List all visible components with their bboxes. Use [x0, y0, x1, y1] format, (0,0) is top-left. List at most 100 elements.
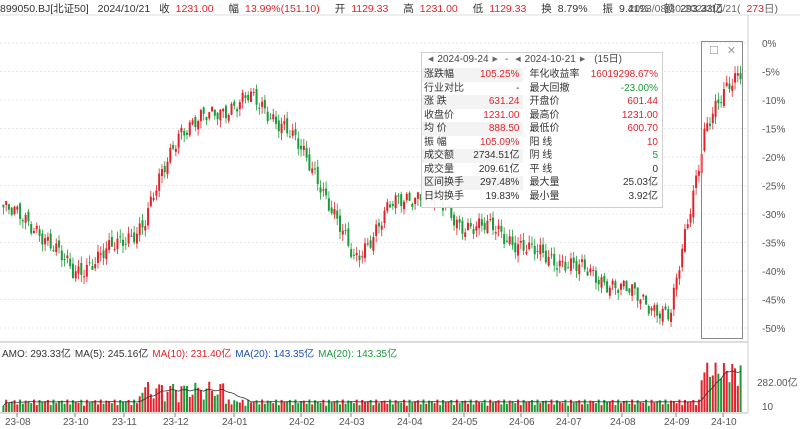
volume-bar	[249, 402, 252, 412]
volume-bar	[453, 405, 456, 412]
range-suffix: 日)	[764, 3, 778, 15]
stats-value: 600.70	[627, 123, 658, 135]
stats-value: 3.92亿	[628, 190, 658, 202]
volume-bar	[149, 394, 152, 412]
candle-body	[158, 173, 161, 191]
date-tick-label: 23-10	[63, 417, 89, 428]
candle-body	[475, 226, 478, 231]
volume-bar	[586, 403, 589, 412]
candle-body	[238, 102, 241, 110]
candle-body	[511, 236, 514, 246]
volume-bar	[58, 401, 61, 412]
volume-bar	[191, 394, 194, 412]
volume-bar	[430, 401, 433, 412]
volume-bar	[480, 402, 483, 412]
volume-bar	[736, 385, 739, 412]
volume-bar	[169, 385, 172, 412]
index-code[interactable]: 899050.BJ[北证50]	[0, 3, 89, 15]
volume-bar	[286, 401, 289, 412]
candle-body	[683, 229, 686, 252]
volume-bar	[21, 403, 24, 412]
stats-row: 成交量 209.61亿平 线 0	[422, 163, 662, 177]
volume-bar	[110, 403, 113, 412]
candle-body	[480, 219, 483, 226]
candle-body	[169, 147, 172, 163]
volume-bar	[38, 399, 41, 412]
candle-body	[728, 83, 731, 89]
volume-bar	[700, 380, 703, 412]
volume-indicator: MA(10): 231.40亿	[152, 349, 232, 360]
end-date[interactable]: 2024-10-21	[524, 54, 576, 65]
volume-bar	[492, 402, 495, 412]
stats-label: 阴 线	[529, 150, 553, 162]
interval-selection-box[interactable]	[701, 41, 743, 339]
volume-bar	[661, 404, 664, 412]
volume-bar	[311, 404, 314, 412]
candle-body	[122, 239, 125, 246]
close-icon[interactable]: ✕	[726, 45, 737, 57]
volume-bar	[102, 403, 105, 412]
volume-bar	[305, 403, 308, 412]
candle-body	[558, 260, 561, 267]
volume-bar	[85, 399, 88, 412]
candle-body	[564, 261, 567, 271]
candle-body	[469, 222, 472, 227]
candle-body	[341, 230, 344, 235]
stats-label: 开盘价	[529, 96, 560, 108]
candle-body	[183, 131, 186, 136]
candle-body	[508, 236, 511, 244]
volume-bar	[130, 405, 133, 412]
prev-start-arrow-icon[interactable]: ◀	[428, 56, 434, 63]
volume-bar	[558, 401, 561, 412]
candle-body	[731, 85, 734, 91]
candle-body	[35, 225, 38, 229]
volume-bar	[141, 392, 144, 412]
volume-bar	[728, 382, 731, 412]
price-tick-label: -35%	[762, 239, 785, 250]
candle-body	[703, 128, 706, 151]
candle-body	[21, 220, 24, 222]
volume-bar	[186, 386, 188, 412]
volume-bar	[60, 400, 63, 412]
volume-bar	[734, 368, 737, 412]
candle-body	[172, 145, 175, 149]
stats-row: 涨跌幅 105.25% 年化收益率 16019298.67%	[422, 68, 662, 82]
quote-date: 2024/10/21	[97, 3, 151, 15]
expand-icon[interactable]: ☐	[709, 45, 719, 57]
interval-stats-table: 涨跌幅 105.25% 年化收益率 16019298.67% 行业对比 - 最大回撤 -23.…	[422, 68, 662, 203]
range-days: 273	[746, 3, 764, 15]
volume-bar	[172, 384, 175, 412]
volume-bar	[266, 400, 269, 412]
prev-end-arrow-icon[interactable]: ◀	[515, 56, 521, 63]
volume-bar	[205, 388, 208, 412]
candle-body	[608, 287, 611, 296]
price-tick-label: -25%	[762, 182, 785, 193]
stats-value: 888.50	[468, 122, 524, 136]
candle-body	[135, 233, 138, 244]
next-end-arrow-icon[interactable]: ▶	[579, 56, 586, 63]
volume-bar	[63, 403, 66, 412]
date-range[interactable]: 2023/08/30-2024/10/21(273日)	[628, 0, 784, 18]
volume-bar	[216, 394, 219, 412]
volume-bar	[124, 401, 127, 412]
candle-body	[661, 308, 664, 322]
next-start-arrow-icon[interactable]: ▶	[492, 56, 498, 63]
volume-bar	[533, 405, 536, 412]
candle-body	[294, 129, 297, 136]
candle-body	[130, 235, 133, 237]
volume-bar	[71, 400, 74, 412]
stats-value: 105.25%	[468, 68, 524, 82]
candle-body	[263, 99, 266, 109]
volume-bar	[80, 399, 83, 412]
start-date[interactable]: 2024-09-24	[437, 54, 489, 65]
volume-bar	[494, 401, 497, 412]
candle-body	[194, 116, 197, 128]
volume-bar	[380, 400, 383, 412]
stats-label: 均 价	[422, 122, 469, 136]
volume-bar	[433, 403, 436, 412]
volume-bar	[567, 405, 570, 412]
low-value: 1129.33	[489, 3, 527, 15]
stats-row: 成交额 2734.51亿阴 线 5	[422, 149, 662, 163]
volume-bar	[119, 399, 122, 412]
